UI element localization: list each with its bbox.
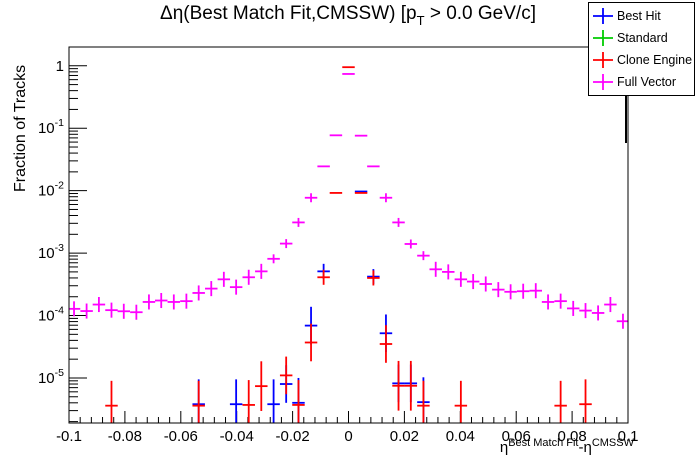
- x-axis-title-sup2: CMSSW: [591, 437, 634, 449]
- axis-tick-labels: 1 10-1 10-2 10-3 10-4 10-5 -0.1 -0.08 -0.06 -0.04…: [38, 58, 638, 445]
- x-tick-label: -0.1: [56, 428, 82, 445]
- x-axis-title: ηBest Match Fit-ηCMSSW: [500, 437, 634, 456]
- x-axis-title-eta1: η: [499, 439, 509, 456]
- legend-entry-best-hit: Best Hit: [592, 7, 693, 25]
- plot-title-main: Δη(Best Match Fit,CMSSW) [p: [160, 3, 417, 24]
- legend-entry-standard: Standard: [592, 29, 693, 47]
- legend-marker-cross: [593, 74, 613, 90]
- y-tick-label: 10-2: [38, 180, 64, 200]
- y-tick-label: 10-1: [38, 117, 64, 137]
- y-tick-label: 10-5: [38, 367, 64, 387]
- legend-label: Standard: [617, 31, 668, 45]
- x-tick-label: -0.06: [164, 428, 198, 445]
- plot-frame: [68, 46, 629, 424]
- legend-label: Clone Engine: [617, 53, 693, 67]
- x-tick-label: 0.04: [446, 428, 475, 445]
- x-tick-label: -0.04: [220, 428, 254, 445]
- x-tick-label: 0.1: [618, 428, 639, 445]
- pave-border-artifact: [625, 95, 627, 143]
- x-axis-title-sup1: Best Match Fit: [508, 437, 579, 449]
- x-tick-label: 0.06: [502, 428, 531, 445]
- legend-marker-cross: [593, 8, 613, 24]
- y-axis-title: Fraction of Tracks: [12, 64, 29, 192]
- plot-title-subscript: T: [416, 13, 425, 28]
- x-axis-title-mid: -η: [578, 439, 592, 456]
- legend-marker-cross: [593, 52, 613, 68]
- x-tick-label: 0.08: [557, 428, 586, 445]
- y-tick-label: 10-4: [38, 305, 64, 325]
- axis-ticks: [68, 65, 629, 423]
- legend-entry-clone-engine: Clone Engine: [592, 51, 693, 69]
- plot-title-tail: > 0.0 GeV/c]: [424, 3, 536, 24]
- legend-box: Best Hit Standard Clone Engine Full Vect…: [588, 2, 695, 96]
- legend-marker-cross: [593, 30, 613, 46]
- series-best-hit: [192, 190, 430, 423]
- legend-label: Full Vector: [617, 75, 677, 89]
- x-tick-label: -0.08: [108, 428, 142, 445]
- legend-label: Best Hit: [617, 9, 661, 23]
- x-tick-label: 0.02: [390, 428, 419, 445]
- legend-entry-full-vector: Full Vector: [592, 73, 693, 91]
- y-tick-label: 10-3: [38, 242, 64, 262]
- x-tick-label: 0: [344, 428, 352, 445]
- x-tick-label: -0.02: [275, 428, 309, 445]
- y-tick-label: 1: [56, 58, 64, 75]
- series-full-vector: [69, 73, 628, 329]
- series-clone-engine: [105, 66, 592, 423]
- plot-title: Δη(Best Match Fit,CMSSW) [pT > 0.0 GeV/c…: [0, 3, 696, 28]
